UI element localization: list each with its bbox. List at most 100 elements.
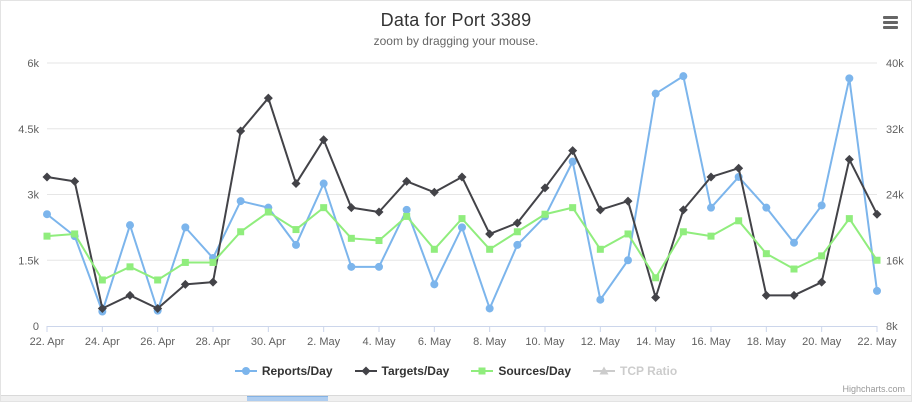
- data-point-marker: [596, 295, 605, 304]
- data-point-marker: [817, 277, 827, 287]
- data-point-marker: [707, 232, 715, 240]
- data-point-marker: [292, 226, 300, 234]
- y-axis-label-right: 16k: [886, 255, 904, 267]
- partial-element-below-chart[interactable]: [247, 396, 328, 401]
- legend-item-sources-day[interactable]: Sources/Day: [471, 364, 571, 378]
- data-point-marker: [569, 204, 577, 212]
- data-point-marker: [209, 258, 217, 266]
- data-point-marker: [624, 230, 632, 238]
- credits-link[interactable]: Highcharts.com: [842, 384, 905, 394]
- data-point-marker: [652, 274, 660, 282]
- data-point-marker: [513, 228, 521, 236]
- x-axis-label: 30. Apr: [251, 336, 286, 348]
- legend-item-tcp-ratio[interactable]: TCP Ratio: [593, 364, 677, 378]
- x-axis-label: 8. May: [473, 336, 507, 348]
- data-point-marker: [208, 277, 218, 287]
- data-point-marker: [43, 232, 51, 240]
- data-point-marker: [706, 172, 716, 182]
- data-point-marker: [374, 207, 384, 217]
- y-axis-label-left: 6k: [27, 58, 39, 70]
- data-point-marker: [789, 290, 799, 300]
- data-point-marker: [817, 201, 826, 210]
- data-point-marker: [707, 203, 715, 212]
- data-point-marker: [320, 204, 328, 212]
- series-line-targets-day: [46, 97, 878, 310]
- data-point-marker: [596, 245, 604, 253]
- data-point-marker: [125, 290, 135, 300]
- data-point-marker: [319, 135, 329, 145]
- data-point-marker: [291, 179, 301, 189]
- data-point-marker: [42, 172, 52, 182]
- triangle-legend-icon: [593, 366, 616, 375]
- data-point-marker: [263, 93, 273, 103]
- data-point-marker: [402, 205, 411, 214]
- data-point-marker: [430, 280, 439, 289]
- x-axis-label: 16. May: [691, 336, 731, 348]
- data-point-marker: [43, 210, 51, 219]
- data-point-marker: [790, 265, 798, 273]
- diamond-legend-icon: [354, 366, 377, 376]
- data-point-marker: [97, 303, 107, 313]
- data-point-marker: [873, 256, 881, 264]
- data-point-marker: [347, 234, 355, 242]
- data-point-marker: [762, 250, 770, 258]
- data-point-marker: [512, 218, 522, 228]
- data-point-marker: [485, 229, 495, 239]
- data-point-marker: [541, 210, 549, 218]
- data-point-marker: [624, 256, 632, 265]
- data-point-marker: [513, 240, 522, 249]
- x-axis-label: 24. Apr: [85, 336, 120, 348]
- data-point-marker: [599, 366, 609, 375]
- data-point-marker: [154, 276, 162, 284]
- legend-item-targets-day[interactable]: Targets/Day: [354, 364, 450, 378]
- y-axis-label-right: 24k: [886, 190, 904, 202]
- export-menu-button[interactable]: [883, 16, 898, 31]
- data-point-marker: [845, 74, 854, 83]
- chart-subtitle: zoom by dragging your mouse.: [373, 34, 539, 48]
- data-point-marker: [478, 367, 486, 375]
- data-point-marker: [678, 205, 688, 215]
- x-axis-label: 6. May: [418, 336, 452, 348]
- data-point-marker: [319, 179, 328, 188]
- data-point-marker: [486, 245, 494, 253]
- hamburger-icon: [883, 16, 898, 19]
- data-point-marker: [292, 240, 300, 249]
- data-point-marker: [126, 263, 134, 271]
- data-point-marker: [872, 209, 882, 219]
- x-axis-label: 14. May: [636, 336, 676, 348]
- data-point-marker: [236, 197, 245, 206]
- legend-label: Targets/Day: [381, 364, 450, 378]
- square-legend-icon: [471, 367, 494, 375]
- legend-label: Sources/Day: [498, 364, 572, 378]
- y-axis-label-left: 4.5k: [18, 124, 39, 136]
- x-axis-label: 18. May: [747, 336, 787, 348]
- x-axis-label: 22. Apr: [30, 336, 65, 348]
- x-axis-label: 28. Apr: [196, 336, 231, 348]
- y-axis-label-left: 1.5k: [18, 255, 39, 267]
- legend-item-reports-day[interactable]: Reports/Day: [234, 364, 333, 378]
- data-point-marker: [568, 157, 577, 166]
- data-point-marker: [375, 237, 383, 245]
- data-point-marker: [844, 154, 854, 164]
- data-point-marker: [403, 212, 411, 220]
- data-point-marker: [735, 217, 743, 225]
- data-point-marker: [180, 279, 190, 289]
- y-axis-label-right: 40k: [886, 58, 904, 70]
- y-axis-label-left: 0: [33, 321, 39, 333]
- data-point-marker: [790, 238, 798, 247]
- chart-title: Data for Port 3389: [380, 10, 532, 30]
- data-point-marker: [762, 203, 771, 212]
- circle-legend-icon: [234, 367, 257, 375]
- data-point-marker: [402, 176, 412, 186]
- legend-label: Reports/Day: [261, 364, 333, 378]
- x-axis-label: 2. May: [307, 336, 341, 348]
- data-point-marker: [181, 223, 190, 232]
- data-point-marker: [873, 286, 881, 295]
- data-point-marker: [346, 203, 356, 213]
- x-axis-label: 22. May: [857, 336, 897, 348]
- legend: Reports/Day Targets/Day Sources/Day TCP Rat…: [1, 364, 911, 378]
- data-point-marker: [361, 366, 371, 376]
- data-point-marker: [237, 228, 245, 236]
